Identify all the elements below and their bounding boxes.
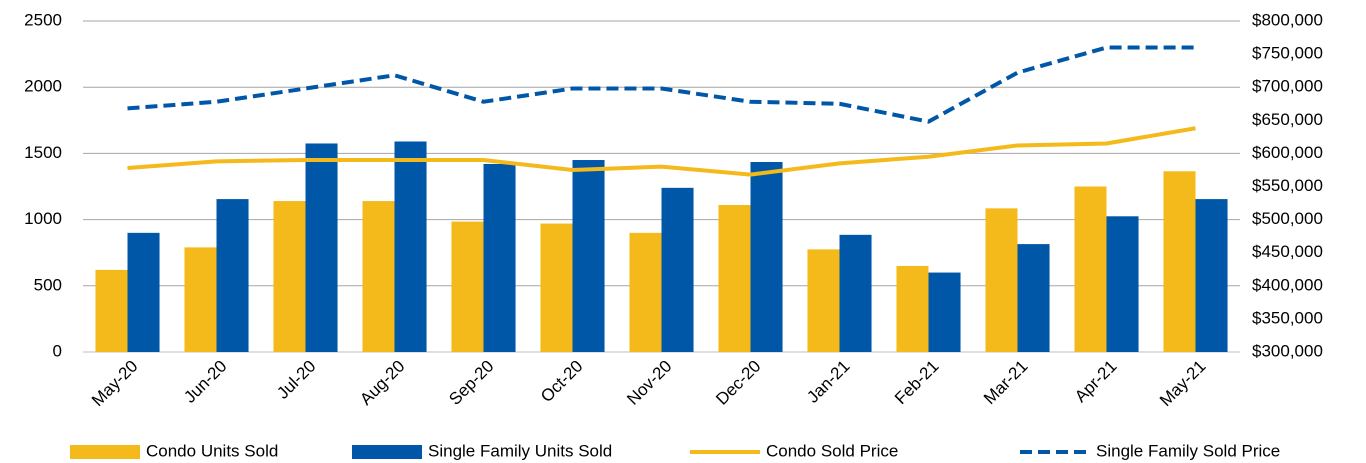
bar: [661, 187, 694, 352]
bar: [1017, 244, 1050, 352]
bar: [394, 141, 427, 352]
bar: [1106, 216, 1139, 352]
x-tick-label: Nov-20: [623, 357, 675, 409]
bar: [362, 201, 395, 352]
y-tick-label: 0: [53, 341, 62, 360]
y2-tick-label: $650,000: [1252, 110, 1323, 129]
y2-tick-label: $550,000: [1252, 176, 1323, 195]
x-tick-label: Aug-20: [356, 357, 408, 409]
bar: [127, 232, 160, 352]
legend-label: Single Family Units Sold: [428, 441, 612, 460]
y2-tick-label: $350,000: [1252, 308, 1323, 327]
x-tick-label: Dec-20: [712, 357, 764, 409]
y2-tick-label: $800,000: [1252, 10, 1323, 29]
bar: [839, 234, 872, 352]
bar: [1074, 186, 1107, 352]
legend-swatch: [70, 445, 140, 459]
y2-tick-label: $500,000: [1252, 209, 1323, 228]
y-tick-label: 2000: [24, 77, 62, 96]
bar: [896, 265, 929, 352]
bar: [807, 249, 840, 352]
bar: [928, 272, 961, 352]
bar: [629, 232, 662, 352]
bar: [305, 143, 338, 352]
x-tick-label: Jan-21: [803, 357, 853, 407]
legend-label: Single Family Sold Price: [1096, 441, 1280, 460]
y-tick-label: 1500: [24, 143, 62, 162]
bar: [572, 160, 605, 352]
legend-swatch: [352, 445, 422, 459]
y2-tick-label: $400,000: [1252, 275, 1323, 294]
x-tick-label: Feb-21: [891, 357, 943, 409]
y2-tick-label: $300,000: [1252, 341, 1323, 360]
y-tick-label: 1000: [24, 209, 62, 228]
x-tick-label: Mar-21: [980, 357, 1032, 409]
bar: [1195, 199, 1228, 352]
x-tick-label: Jun-20: [180, 357, 230, 407]
y-tick-label: 500: [34, 275, 62, 294]
x-tick-label: Apr-21: [1071, 357, 1121, 407]
bar: [540, 223, 573, 352]
y2-tick-label: $600,000: [1252, 143, 1323, 162]
bar: [750, 162, 783, 352]
x-tick-label: May-21: [1156, 357, 1210, 411]
bar: [483, 163, 516, 352]
bar: [451, 221, 484, 352]
x-tick-label: Oct-20: [537, 357, 587, 407]
bar: [718, 205, 751, 352]
x-tick-label: May-20: [88, 357, 142, 411]
x-tick-label: Jul-20: [273, 357, 319, 403]
line-series: [127, 126, 1196, 177]
x-tick-label: Sep-20: [445, 357, 497, 409]
y2-tick-label: $450,000: [1252, 242, 1323, 261]
bar: [216, 199, 249, 352]
bar: [273, 201, 306, 352]
y2-tick-label: $700,000: [1252, 77, 1323, 96]
bar: [1163, 171, 1196, 352]
line-series: [127, 45, 1196, 124]
legend-label: Condo Sold Price: [766, 441, 898, 460]
bar: [985, 208, 1018, 352]
bar: [95, 269, 128, 352]
legend-label: Condo Units Sold: [146, 441, 278, 460]
y2-tick-label: $750,000: [1252, 44, 1323, 63]
bar: [184, 247, 217, 352]
y-tick-label: 2500: [24, 10, 62, 29]
